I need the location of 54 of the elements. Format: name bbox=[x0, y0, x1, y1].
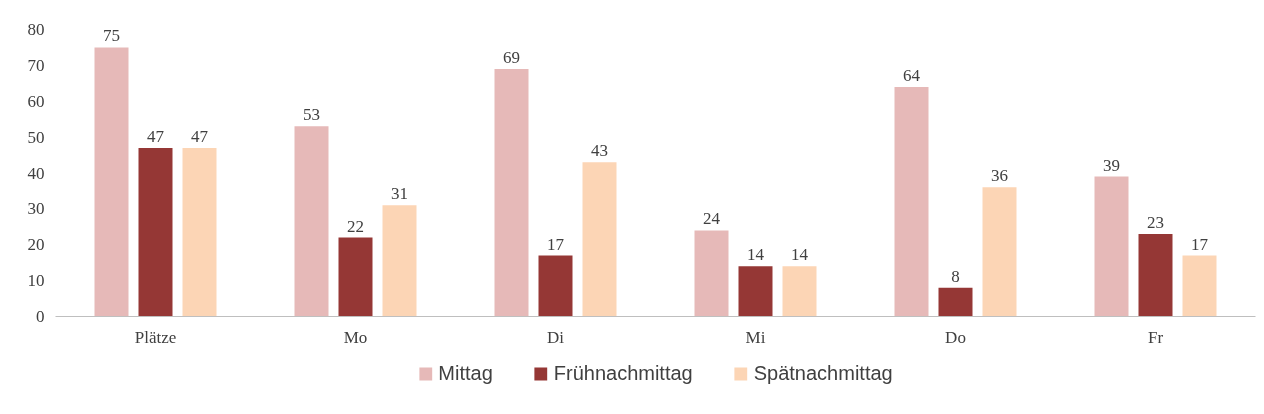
data-label: 36 bbox=[991, 166, 1008, 186]
y-tick-label: 80 bbox=[27, 20, 45, 39]
bar bbox=[294, 126, 329, 317]
x-tick-label: Di bbox=[547, 327, 565, 347]
bar bbox=[738, 266, 773, 317]
x-tick-label: Plätze bbox=[134, 327, 177, 347]
bar bbox=[938, 287, 973, 317]
data-label: 75 bbox=[103, 26, 120, 46]
legend-label: Spätnachmittag bbox=[753, 361, 893, 385]
data-label: 43 bbox=[591, 141, 608, 161]
data-label: 53 bbox=[303, 105, 320, 125]
data-label: 69 bbox=[503, 47, 520, 67]
bar bbox=[1094, 176, 1129, 317]
data-label: 23 bbox=[1147, 212, 1164, 232]
bar bbox=[338, 237, 373, 317]
data-label: 31 bbox=[391, 184, 408, 204]
data-label: 24 bbox=[703, 209, 721, 229]
y-tick-label: 0 bbox=[36, 307, 45, 326]
bar bbox=[1182, 255, 1217, 317]
data-label: 17 bbox=[1191, 234, 1209, 254]
data-label: 14 bbox=[791, 245, 809, 265]
bar bbox=[494, 68, 529, 317]
y-tick-label: 40 bbox=[27, 163, 45, 183]
y-tick-label: 60 bbox=[27, 91, 45, 111]
x-tick-label: Do bbox=[945, 327, 966, 347]
bar bbox=[182, 147, 217, 317]
data-label: 47 bbox=[191, 126, 209, 146]
bar bbox=[582, 162, 617, 317]
bar bbox=[782, 266, 817, 317]
legend-label: Mittag bbox=[438, 361, 493, 385]
legend-label: Frühnachmittag bbox=[553, 361, 693, 385]
data-label: 8 bbox=[951, 266, 960, 286]
data-label: 22 bbox=[347, 216, 364, 236]
bar bbox=[982, 187, 1017, 317]
bar bbox=[538, 255, 573, 317]
bar bbox=[94, 47, 129, 317]
bar bbox=[382, 205, 417, 317]
data-label: 64 bbox=[903, 65, 921, 85]
data-label: 39 bbox=[1103, 155, 1120, 175]
bar bbox=[138, 147, 173, 317]
y-tick-label: 70 bbox=[27, 55, 45, 75]
y-tick-label: 50 bbox=[27, 127, 45, 147]
data-label: 14 bbox=[747, 245, 765, 265]
data-label: 47 bbox=[147, 126, 165, 146]
x-tick-label: Mi bbox=[745, 327, 766, 347]
y-tick-label: 30 bbox=[27, 199, 45, 219]
x-tick-label: Fr bbox=[1147, 327, 1164, 347]
bar bbox=[894, 86, 929, 317]
y-tick-label: 10 bbox=[27, 271, 45, 291]
x-tick-label: Mo bbox=[343, 327, 368, 347]
bar bbox=[1138, 233, 1173, 317]
y-tick-label: 20 bbox=[27, 235, 45, 255]
bar bbox=[694, 230, 729, 317]
data-label: 17 bbox=[547, 234, 565, 254]
